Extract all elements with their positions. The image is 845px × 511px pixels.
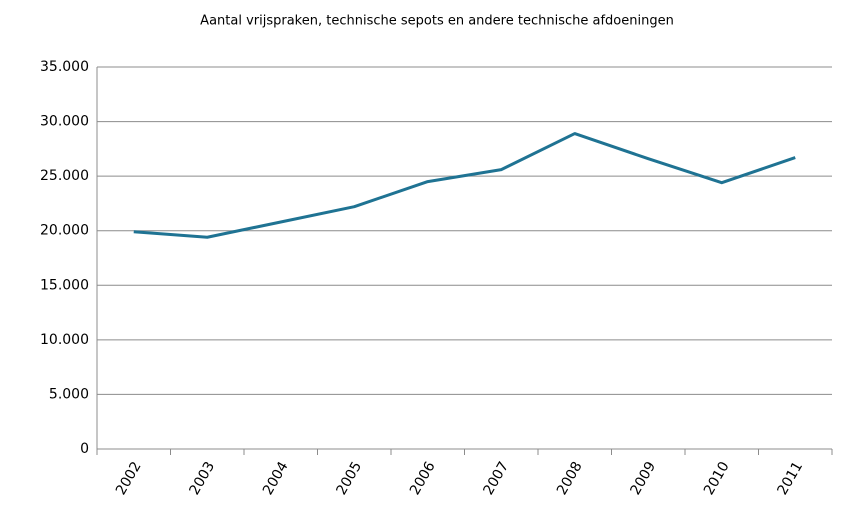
x-tick-label: 2007: [481, 459, 513, 498]
x-tick-label: 2002: [113, 459, 145, 498]
y-tick-label: 0: [80, 441, 89, 457]
y-tick-label: 30.000: [40, 114, 89, 130]
y-tick-label: 20.000: [40, 223, 89, 239]
x-tick-label: 2004: [260, 459, 292, 498]
y-tick-label: 5.000: [49, 386, 89, 402]
x-tick-label: 2003: [187, 459, 219, 498]
y-tick-label: 15.000: [40, 277, 89, 293]
y-tick-label: 35.000: [40, 59, 89, 75]
x-tick-label: 2006: [407, 459, 439, 498]
y-tick-label: 10.000: [40, 332, 89, 348]
y-tick-label: 25.000: [40, 168, 89, 184]
x-tick-label: 2008: [554, 459, 586, 498]
x-tick-label: 2011: [775, 459, 807, 498]
x-tick-label: 2010: [701, 459, 733, 498]
x-tick-label: 2009: [628, 459, 660, 498]
chart-title: Aantal vrijspraken, technische sepots en…: [200, 14, 674, 29]
x-tick-label: 2005: [334, 459, 366, 498]
line-series: [133, 132, 796, 239]
